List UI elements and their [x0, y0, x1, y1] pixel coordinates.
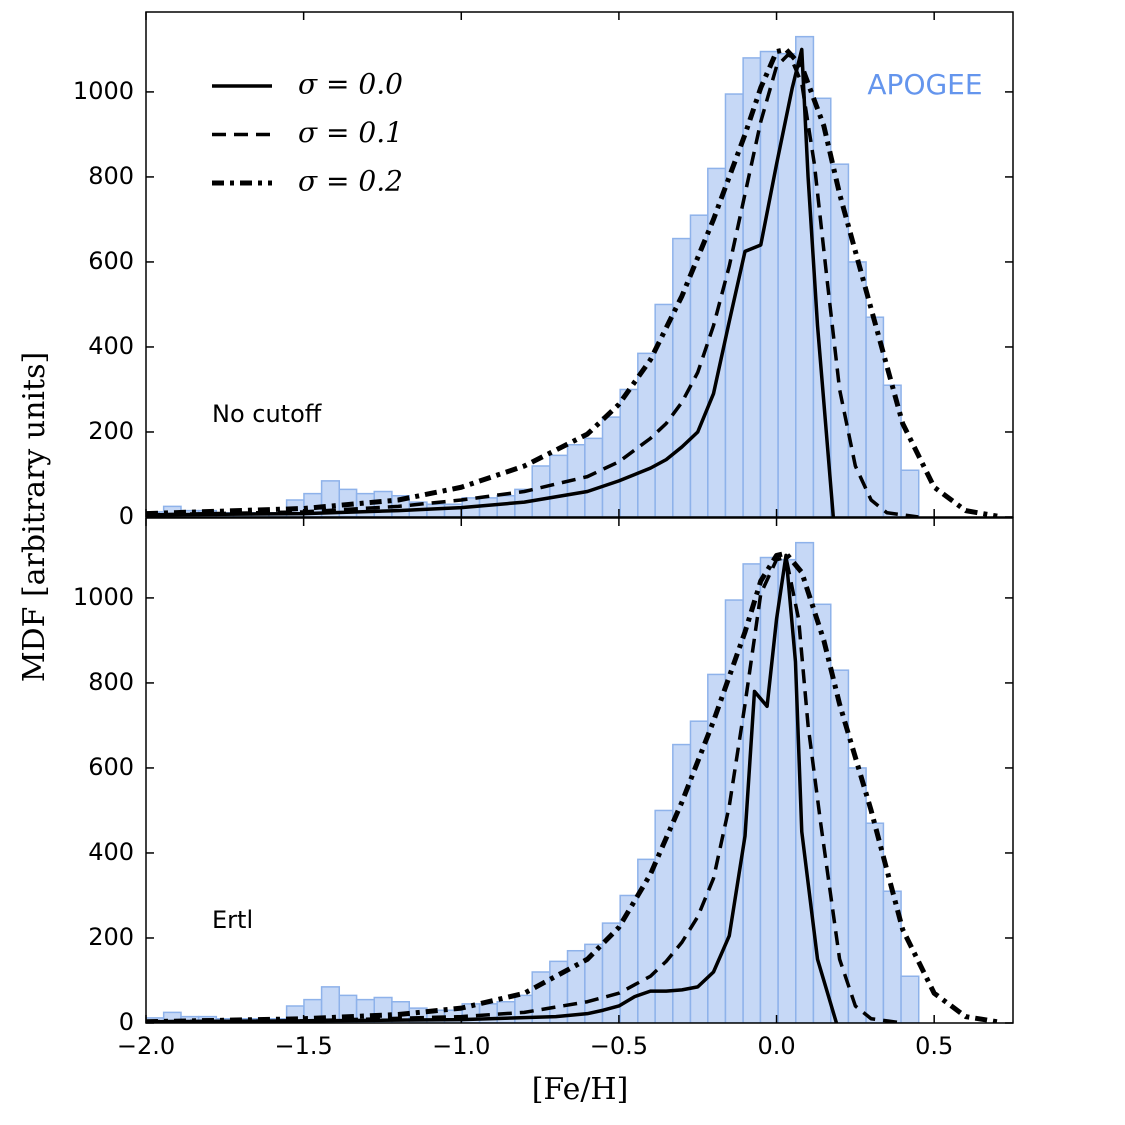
x-tick-label: −2.0 — [117, 1032, 175, 1060]
legend-label: σ = 0.0 — [298, 68, 403, 101]
histogram-bar — [847, 767, 867, 1023]
y-tick-label: 600 — [88, 247, 134, 275]
x-tick-label: 0.0 — [757, 1032, 795, 1060]
histogram-bar — [777, 52, 797, 517]
y-tick-label: 0 — [119, 1008, 134, 1036]
line-series — [146, 46, 998, 517]
y-tick-label: 400 — [88, 838, 134, 866]
plot-area — [146, 541, 998, 1023]
x-tick-label: −0.5 — [590, 1032, 648, 1060]
y-tick-label: 1000 — [73, 583, 134, 611]
y-tick-label: 600 — [88, 753, 134, 781]
histogram-label: APOGEE — [867, 68, 982, 101]
y-tick-label: 800 — [88, 162, 134, 190]
y-tick-label: 800 — [88, 668, 134, 696]
legend-label: σ = 0.1 — [298, 116, 403, 149]
histogram-bar — [900, 975, 920, 1023]
histogram-bar — [531, 465, 551, 517]
line-series — [146, 51, 919, 517]
histogram-bar — [900, 469, 920, 517]
histogram-bar — [847, 261, 867, 517]
line-series — [146, 555, 903, 1023]
histogram-bar — [672, 237, 692, 517]
line-series — [146, 550, 998, 1023]
y-tick-label: 200 — [88, 923, 134, 951]
line-series — [146, 553, 839, 1023]
line-series — [146, 47, 836, 517]
panel-label: Ertl — [212, 906, 253, 934]
x-tick-label: 0.5 — [915, 1032, 953, 1060]
y-tick-label: 1000 — [73, 77, 134, 105]
x-tick-label: −1.5 — [274, 1032, 332, 1060]
histogram-bar — [637, 858, 656, 1023]
x-tick-label: −1.0 — [432, 1032, 490, 1060]
histogram-bar — [865, 822, 885, 1023]
legend-label: σ = 0.2 — [298, 165, 403, 198]
histogram-bar — [496, 494, 516, 517]
histogram-bar — [566, 949, 586, 1023]
panel-label: No cutoff — [212, 400, 322, 428]
plot-frame — [145, 517, 1014, 1024]
x-axis-label: [Fe/H] — [532, 1072, 629, 1107]
histogram-bar — [759, 50, 779, 517]
plot-area — [146, 35, 998, 517]
y-tick-label: 0 — [119, 502, 134, 530]
plot-frame — [145, 11, 1014, 518]
y-tick-label: 400 — [88, 332, 134, 360]
histogram-bar — [637, 352, 656, 517]
y-axis-label: MDF [arbitrary units] — [17, 352, 52, 682]
y-tick-label: 200 — [88, 417, 134, 445]
